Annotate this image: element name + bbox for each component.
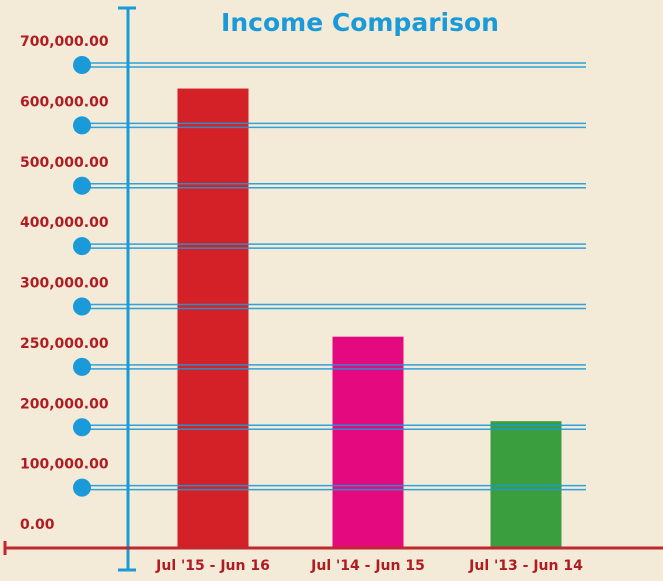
y-tick-label: 250,000.00: [20, 336, 109, 352]
chart: Income Comparison Jul '15 - Jun 16 Jul '1…: [0, 0, 663, 581]
grid-dot: [73, 358, 91, 376]
y-tick-label: 300,000.00: [20, 276, 109, 292]
grid-dot: [73, 298, 91, 316]
grid-dot: [73, 177, 91, 195]
y-tick-label: 0.00: [20, 517, 55, 533]
y-tick-label: 100,000.00: [20, 457, 109, 473]
page: {"chart_data": {"type": "bar", "title": …: [0, 0, 663, 581]
y-tick-label: 600,000.00: [20, 94, 109, 110]
y-tick-label: 700,000.00: [20, 34, 109, 50]
x-tick-label: Jul '13 - Jun 14: [468, 558, 583, 574]
grid-dot: [73, 418, 91, 436]
bar: [178, 89, 249, 548]
y-tick-label: 400,000.00: [20, 215, 109, 231]
y-tick-label: 200,000.00: [20, 396, 109, 412]
grid-dot: [73, 56, 91, 74]
chart-title: Income Comparison: [221, 8, 499, 37]
grid-dot: [73, 116, 91, 134]
bar: [491, 421, 562, 548]
x-tick-label: Jul '15 - Jun 16: [155, 558, 270, 574]
x-tick-label: Jul '14 - Jun 15: [310, 558, 425, 574]
grid-dot: [73, 479, 91, 497]
grid-dot: [73, 237, 91, 255]
y-tick-label: 500,000.00: [20, 155, 109, 171]
